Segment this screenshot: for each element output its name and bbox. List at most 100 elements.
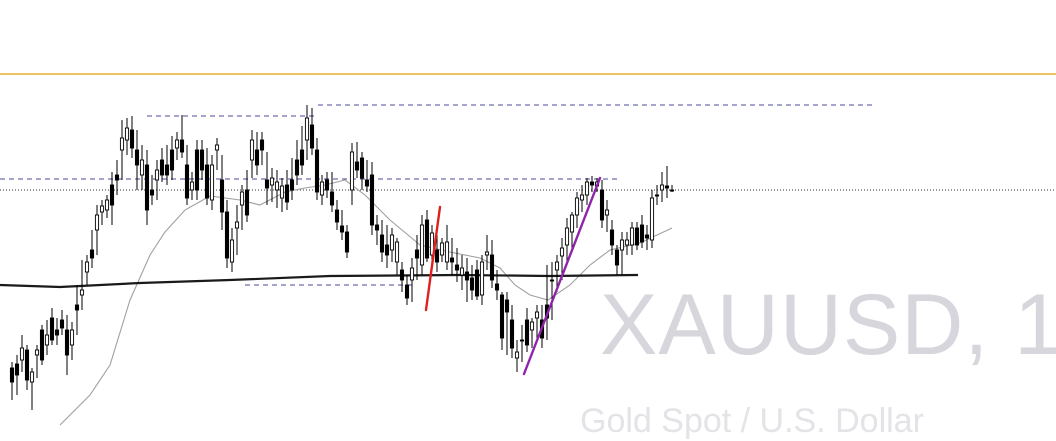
candle-body [609, 229, 615, 246]
candle-body [459, 267, 465, 276]
candle-body [249, 139, 255, 161]
candle-body [159, 159, 165, 176]
candle-body [484, 251, 490, 256]
candle-body [329, 191, 335, 206]
candle-body [199, 149, 205, 171]
candle-body [19, 347, 25, 361]
candle-body [384, 244, 390, 256]
candle-body [529, 321, 535, 331]
candle-body [624, 239, 630, 246]
candle-body [634, 227, 640, 246]
candle-body [9, 367, 15, 383]
candle-body [559, 247, 565, 257]
candle-body [234, 221, 240, 229]
candle-body [34, 349, 40, 356]
candle-body [144, 164, 150, 211]
candle-body [74, 304, 80, 311]
candle-body [419, 224, 425, 266]
candle-body [259, 139, 265, 151]
candle-body [244, 189, 250, 216]
candle-body [549, 279, 555, 282]
candle-body [474, 269, 480, 297]
candle-body [64, 329, 70, 356]
candle-body [69, 329, 75, 346]
candle-body [434, 249, 440, 263]
candle-body [514, 351, 520, 359]
candle-body [519, 339, 525, 342]
red-trendline [424, 205, 442, 312]
candle-body [84, 261, 90, 273]
candle-body [189, 181, 195, 191]
candle-body [599, 189, 605, 221]
candle-body [349, 151, 355, 191]
candle-body [184, 164, 190, 199]
candle-body [489, 254, 495, 281]
candle-body [239, 191, 245, 206]
candle-body [54, 329, 60, 336]
candle-body [449, 257, 455, 263]
candle-body [49, 317, 55, 341]
candle-body [59, 319, 65, 329]
candle-body [444, 241, 450, 263]
candle-body [619, 239, 625, 251]
candle-body [29, 371, 35, 383]
candle-body [194, 149, 200, 191]
candle-body [214, 144, 220, 151]
candle-body [429, 232, 435, 256]
candle-body [294, 159, 300, 176]
candle-body [654, 194, 660, 197]
candle-body [224, 211, 230, 259]
price-chart-svg[interactable] [0, 0, 1056, 426]
candle-body [469, 277, 475, 291]
candle-body [134, 149, 140, 166]
candle-body [209, 164, 215, 201]
candle-body [219, 179, 225, 213]
candle-body [394, 241, 400, 263]
symbol-watermark: XAUUSD, 1 [600, 277, 1056, 373]
candle-body [269, 177, 275, 186]
candle-body [659, 184, 665, 191]
candle-body [524, 319, 530, 346]
candle-body [279, 185, 285, 199]
candle-body [104, 199, 110, 211]
candle-body [424, 219, 430, 259]
candle-body [314, 149, 320, 193]
candle-body [99, 205, 105, 213]
candle-body [494, 283, 500, 291]
candle-body [389, 234, 395, 251]
candle-body [554, 261, 560, 271]
candle-body [274, 181, 280, 191]
candle-body [584, 181, 590, 196]
candle-body [509, 319, 515, 349]
candle-body [179, 139, 185, 153]
candle-body [14, 363, 20, 376]
candle-body [324, 179, 330, 191]
candle-body [399, 269, 405, 281]
candle-body [464, 271, 470, 281]
candle-body [149, 189, 155, 196]
candle-body [579, 194, 585, 201]
candle-body [499, 294, 505, 339]
candle-body [369, 174, 375, 226]
candle-body [339, 225, 345, 233]
fast-moving-average [59, 179, 673, 426]
candle-body [409, 267, 415, 281]
candle-body [644, 234, 650, 239]
candle-body [284, 184, 290, 203]
candle-body [94, 214, 100, 231]
candle-body [534, 311, 540, 319]
candle-body [379, 234, 385, 253]
candle-body [309, 124, 315, 149]
candle-body [639, 224, 645, 243]
candle-body [664, 185, 670, 189]
purple-trendline [522, 176, 602, 376]
candle-body [569, 214, 575, 233]
candle-body [589, 181, 595, 186]
candle-body [304, 117, 310, 141]
candle-body [564, 227, 570, 246]
candle-body [109, 184, 115, 206]
candle-body [89, 249, 95, 259]
candle-body [319, 181, 325, 196]
candle-body [614, 249, 620, 266]
